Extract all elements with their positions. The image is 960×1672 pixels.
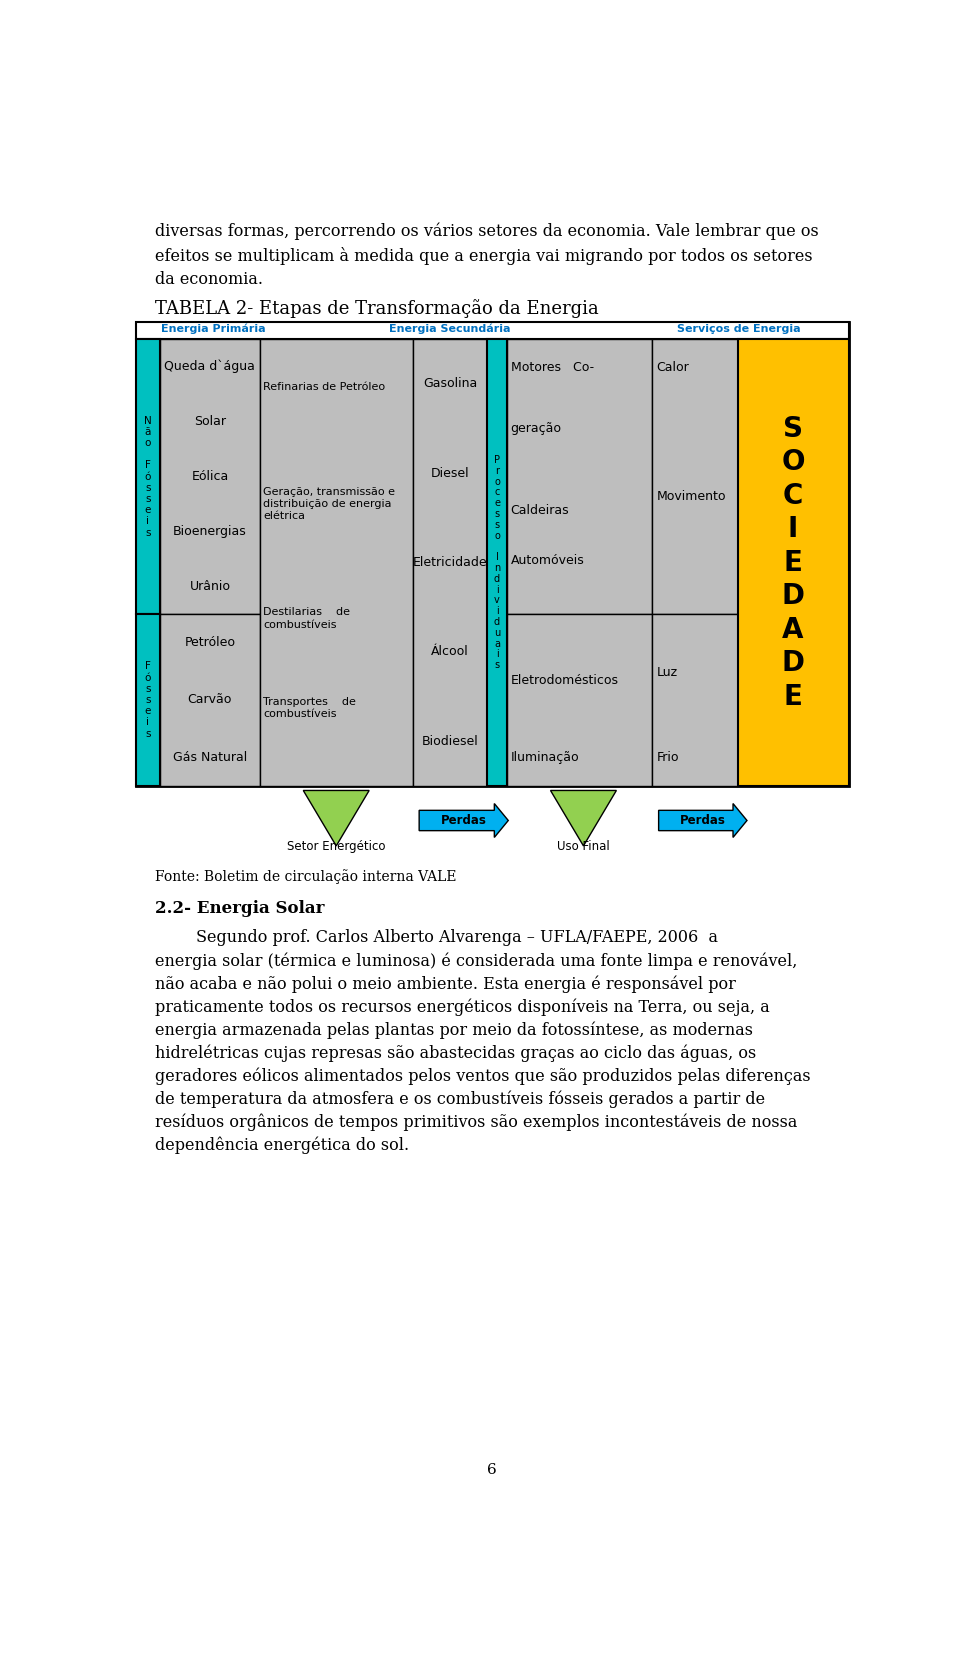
- Bar: [135, 323, 849, 339]
- Text: Uso Final: Uso Final: [557, 839, 610, 853]
- Text: Bioenergias: Bioenergias: [173, 525, 247, 538]
- Text: energia armazenada pelas plantas por meio da fotossíntese, as modernas: energia armazenada pelas plantas por mei…: [155, 1022, 753, 1038]
- Text: Transportes    de
combustíveis: Transportes de combustíveis: [263, 697, 356, 719]
- Bar: [488, 339, 507, 786]
- Text: Perdas: Perdas: [441, 814, 487, 828]
- Text: S
O
C
I
E
D
A
D
E: S O C I E D A D E: [781, 415, 804, 711]
- Bar: [135, 614, 160, 786]
- Text: da economia.: da economia.: [155, 271, 263, 289]
- Text: Segundo prof. Carlos Alberto Alvarenga – UFLA/FAEPE, 2006  a: Segundo prof. Carlos Alberto Alvarenga –…: [155, 930, 718, 946]
- Text: Motores   Co-: Motores Co-: [511, 361, 593, 375]
- Text: Movimento: Movimento: [657, 490, 726, 503]
- Text: energia solar (térmica e luminosa) é considerada uma fonte limpa e renovável,: energia solar (térmica e luminosa) é con…: [155, 951, 797, 970]
- Bar: [737, 339, 849, 786]
- Text: Eólica: Eólica: [191, 470, 228, 483]
- Text: Carvão: Carvão: [188, 694, 232, 707]
- Text: Iluminação: Iluminação: [511, 751, 579, 764]
- Text: Gás Natural: Gás Natural: [173, 751, 247, 764]
- Text: de temperatura da atmosfera e os combustíveis fósseis gerados a partir de: de temperatura da atmosfera e os combust…: [155, 1090, 765, 1109]
- Text: 6: 6: [487, 1463, 497, 1478]
- Text: Perdas: Perdas: [680, 814, 726, 828]
- Text: Setor Energético: Setor Energético: [287, 839, 386, 853]
- Text: resíduos orgânicos de tempos primitivos são exemplos incontestáveis de nossa: resíduos orgânicos de tempos primitivos …: [155, 1114, 797, 1132]
- Polygon shape: [303, 791, 370, 846]
- Text: 2.2- Energia Solar: 2.2- Energia Solar: [155, 900, 324, 916]
- Text: Luz: Luz: [657, 665, 678, 679]
- Text: praticamente todos os recursos energéticos disponíveis na Terra, ou seja, a: praticamente todos os recursos energétic…: [155, 998, 770, 1017]
- Bar: [135, 323, 849, 786]
- Bar: [160, 339, 259, 614]
- Text: Biodiesel: Biodiesel: [421, 734, 478, 747]
- Text: Urânio: Urânio: [189, 580, 230, 594]
- Text: N
ã
o
 
F
ó
s
s
e
i
s: N ã o F ó s s e i s: [144, 416, 152, 538]
- Text: Eletricidade: Eletricidade: [413, 557, 488, 568]
- Text: Diesel: Diesel: [431, 466, 469, 480]
- Polygon shape: [420, 804, 508, 838]
- Text: Geração, transmissão e
distribuição de energia
elétrica: Geração, transmissão e distribuição de e…: [263, 487, 396, 522]
- Text: hidrelétricas cujas represas são abastecidas graças ao ciclo das águas, os: hidrelétricas cujas represas são abastec…: [155, 1045, 756, 1062]
- Bar: [160, 614, 259, 786]
- Text: geração: geração: [511, 421, 562, 435]
- Text: Gasolina: Gasolina: [423, 378, 477, 390]
- Text: Destilarias    de
combustíveis: Destilarias de combustíveis: [263, 607, 350, 630]
- Text: dependência energética do sol.: dependência energética do sol.: [155, 1137, 409, 1154]
- Text: Automóveis: Automóveis: [511, 553, 585, 567]
- Bar: [259, 339, 413, 786]
- Text: Fonte: Boletim de circulação interna VALE: Fonte: Boletim de circulação interna VAL…: [155, 869, 456, 884]
- Text: Calor: Calor: [657, 361, 689, 375]
- Text: Queda d`água: Queda d`água: [164, 359, 255, 373]
- Text: diversas formas, percorrendo os vários setores da economia. Vale lembrar que os: diversas formas, percorrendo os vários s…: [155, 222, 819, 239]
- Bar: [507, 339, 653, 614]
- Text: Caldeiras: Caldeiras: [511, 505, 569, 517]
- Text: Petróleo: Petróleo: [184, 637, 235, 649]
- Text: Energia Primária: Energia Primária: [160, 324, 265, 334]
- Polygon shape: [550, 791, 616, 846]
- Text: não acaba e não polui o meio ambiente. Esta energia é responsável por: não acaba e não polui o meio ambiente. E…: [155, 975, 735, 993]
- Polygon shape: [659, 804, 747, 838]
- Bar: [653, 614, 737, 786]
- Text: Álcool: Álcool: [431, 645, 469, 659]
- Text: F
ó
s
s
e
i
s: F ó s s e i s: [145, 662, 151, 739]
- Bar: [135, 339, 160, 614]
- Text: geradores eólicos alimentados pelos ventos que são produzidos pelas diferenças: geradores eólicos alimentados pelos vent…: [155, 1068, 810, 1085]
- Bar: [653, 339, 737, 614]
- Bar: [413, 339, 488, 786]
- Text: TABELA 2- Etapas de Transformação da Energia: TABELA 2- Etapas de Transformação da Ene…: [155, 299, 599, 318]
- Text: Energia Secundária: Energia Secundária: [390, 324, 511, 334]
- Text: Eletrodomésticos: Eletrodomésticos: [511, 674, 618, 687]
- Text: efeitos se multiplicam à medida que a energia vai migrando por todos os setores: efeitos se multiplicam à medida que a en…: [155, 247, 812, 264]
- Text: P
r
o
c
e
s
s
o
 
I
n
d
i
v
i
d
u
a
i
s: P r o c e s s o I n d i v i d u a i s: [493, 455, 500, 670]
- Text: Serviços de Energia: Serviços de Energia: [677, 324, 801, 334]
- Text: Refinarias de Petróleo: Refinarias de Petróleo: [263, 381, 386, 391]
- Text: Solar: Solar: [194, 415, 226, 428]
- Bar: [507, 614, 653, 786]
- Text: Frio: Frio: [657, 751, 679, 764]
